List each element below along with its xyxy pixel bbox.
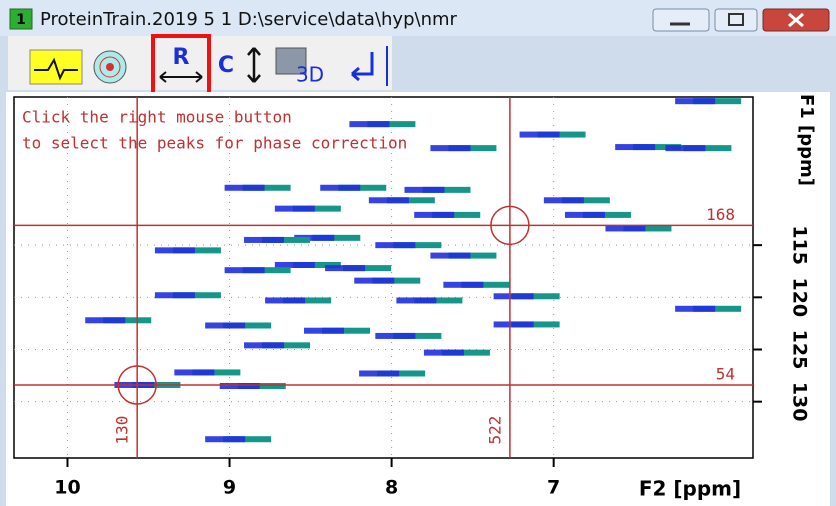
peak (430, 145, 470, 151)
maximize-button[interactable] (715, 9, 757, 31)
instruction-text: to select the peaks for phase correction (22, 134, 407, 153)
y-tick-label: 115 (789, 225, 811, 265)
peak (225, 185, 265, 191)
peak (265, 297, 305, 303)
peak (205, 436, 245, 442)
peak (396, 297, 436, 303)
window: 1 ProteinTrain.2019 5 1 D:\service\data\… (0, 0, 836, 506)
peak (275, 262, 315, 268)
peak (349, 121, 389, 127)
peak (544, 197, 584, 203)
page: {"window": {"number": "1", "title": "Pro… (0, 0, 836, 506)
view-3d-label[interactable]: 3D (296, 63, 324, 87)
x-tick-label: 8 (385, 477, 398, 499)
peak (174, 369, 214, 375)
cursor-x-label: 522 (485, 416, 504, 445)
peak (369, 197, 409, 203)
x-tick-label: 10 (54, 477, 80, 499)
x-axis-label: F2 [ppm] (639, 477, 741, 501)
cursor-y-label: 168 (706, 205, 735, 224)
peak (404, 187, 444, 193)
y-tick-label: 120 (789, 277, 811, 317)
peak (615, 144, 655, 150)
peak (675, 306, 715, 312)
peak (304, 328, 344, 334)
y-tick-label: 125 (789, 330, 811, 370)
cursor-x-label: 130 (113, 416, 132, 445)
x-tick-label: 7 (547, 477, 560, 499)
peak (354, 278, 394, 284)
peak (443, 282, 483, 288)
peak (414, 212, 454, 218)
peak (430, 253, 470, 259)
peak (494, 293, 534, 299)
peak (665, 145, 705, 151)
minimize-button[interactable] (653, 9, 709, 31)
peak (565, 212, 605, 218)
row-phase-label[interactable]: R (173, 45, 190, 70)
peak (520, 132, 560, 138)
peak (220, 383, 260, 389)
peak (359, 370, 399, 376)
peak (320, 185, 360, 191)
peak (675, 98, 715, 104)
peak (325, 265, 365, 271)
peak (155, 292, 195, 298)
peak (375, 242, 415, 248)
y-axis-label: F1 [ppm] (796, 94, 817, 186)
peak (494, 321, 534, 327)
peak (375, 333, 415, 339)
cursor-y-label: 54 (716, 364, 735, 383)
peak (155, 247, 195, 253)
peak (424, 350, 464, 356)
column-phase-label[interactable]: C (218, 53, 234, 78)
instruction-text: Click the right mouse button (22, 108, 292, 127)
window-title: ProteinTrain.2019 5 1 D:\service\data\hy… (40, 9, 458, 30)
peak (205, 322, 245, 328)
peak (85, 317, 125, 323)
window-number: 1 (16, 12, 26, 28)
contour-icon (106, 63, 114, 71)
peak (244, 342, 284, 348)
peak (225, 267, 265, 273)
peak (275, 206, 315, 212)
x-tick-label: 9 (223, 477, 236, 499)
peak (244, 237, 284, 243)
y-tick-label: 130 (789, 382, 811, 422)
peak (605, 225, 645, 231)
contour-button[interactable] (94, 51, 126, 83)
